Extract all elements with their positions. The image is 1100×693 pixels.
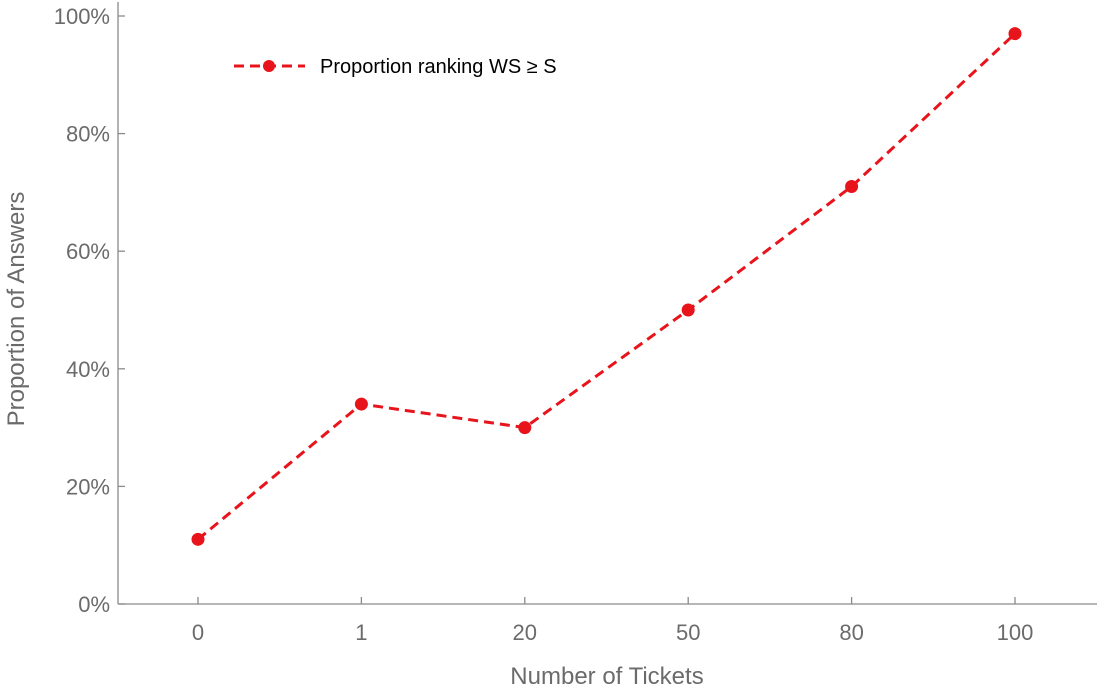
x-tick-label: 0 <box>192 620 204 645</box>
data-point <box>191 532 205 546</box>
data-point <box>518 421 532 435</box>
y-tick-label: 80% <box>66 122 110 147</box>
x-tick-label: 1 <box>355 620 367 645</box>
y-tick-label: 0% <box>78 592 110 617</box>
legend: Proportion ranking WS ≥ S <box>234 56 557 78</box>
x-axis-ticks: 0 1 20 50 80 100 <box>192 597 1033 645</box>
x-tick-label: 20 <box>513 620 537 645</box>
data-point <box>1008 27 1022 41</box>
y-tick-label: 60% <box>66 239 110 264</box>
legend-label: Proportion ranking WS ≥ S <box>320 56 557 78</box>
data-point <box>354 397 368 411</box>
x-axis-title: Number of Tickets <box>510 663 703 690</box>
y-tick-label: 40% <box>66 357 110 382</box>
data-point <box>681 303 695 317</box>
series-layer <box>191 27 1022 546</box>
axes <box>117 2 1097 605</box>
y-tick-label: 20% <box>66 474 110 499</box>
y-axis-title: Proportion of Answers <box>3 192 30 427</box>
x-tick-label: 80 <box>839 620 863 645</box>
data-point <box>845 180 859 194</box>
y-axis-ticks: 0% 20% 40% 60% 80% 100% <box>54 4 125 617</box>
y-tick-label: 100% <box>54 4 110 29</box>
series-line <box>197 32 1017 541</box>
legend-marker-swatch <box>263 60 275 72</box>
x-tick-label: 100 <box>997 620 1034 645</box>
x-tick-label: 50 <box>676 620 700 645</box>
